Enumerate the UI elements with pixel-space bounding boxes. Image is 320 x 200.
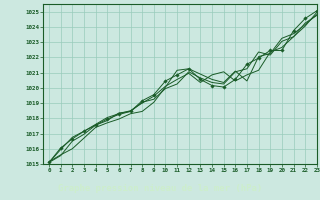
Text: Graphe pression niveau de la mer (hPa): Graphe pression niveau de la mer (hPa) <box>58 184 262 193</box>
